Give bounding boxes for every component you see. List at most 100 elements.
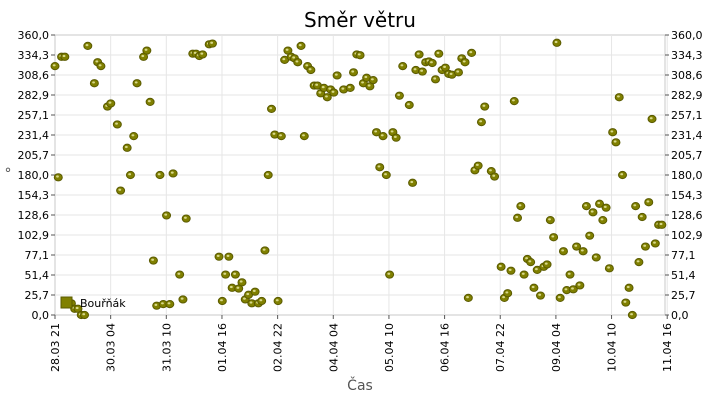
data-point-highlight <box>564 288 568 291</box>
data-point-highlight <box>252 289 256 292</box>
data-point-highlight <box>161 302 164 305</box>
data-point-highlight <box>554 40 558 44</box>
y-tick-label-left: 360,0 <box>18 29 50 42</box>
data-point-highlight <box>361 81 364 84</box>
data-point-highlight <box>603 205 607 208</box>
data-point-highlight <box>184 216 187 219</box>
data-point-highlight <box>305 64 309 67</box>
data-point-highlight <box>584 204 588 207</box>
data-point-highlight <box>226 254 230 257</box>
data-point-highlight <box>377 165 381 168</box>
data-point-highlight <box>630 313 633 316</box>
data-point-highlight <box>282 57 286 61</box>
data-point-highlight <box>128 173 132 176</box>
data-point-highlight <box>52 64 56 67</box>
y-tick-label-left: 282,9 <box>18 89 50 102</box>
data-point-highlight <box>413 68 417 71</box>
data-point-highlight <box>557 295 561 299</box>
y-tick-label-right: 231,4 <box>671 129 703 142</box>
data-point-highlight <box>328 87 332 90</box>
y-tick-label-right: 360,0 <box>671 29 703 42</box>
data-point-highlight <box>620 173 624 176</box>
y-tick-label-right: 282,9 <box>671 89 703 102</box>
chart-title: Směr větru <box>304 8 416 32</box>
data-point-highlight <box>636 260 640 263</box>
data-point-highlight <box>233 272 237 275</box>
data-point-highlight <box>617 95 620 98</box>
x-tick-label: 06.04 16 <box>439 323 452 372</box>
data-point-highlight <box>521 272 525 275</box>
legend: Bouřňák <box>60 296 126 310</box>
data-point-highlight <box>75 306 79 310</box>
data-point-highlight <box>390 130 394 133</box>
data-point-highlight <box>380 134 384 137</box>
data-point-highlight <box>321 85 325 89</box>
data-point-highlight <box>653 241 656 244</box>
axes: 0,0 0,0 25,7 25,7 51,4 51,4 77,1 77,1 102,9 102,9… <box>18 29 703 372</box>
grid <box>54 34 668 316</box>
data-point-highlight <box>95 60 99 63</box>
x-tick-label: 31.03 10 <box>160 323 173 372</box>
data-point-highlight <box>433 77 437 80</box>
y-tick-label-left: 102,9 <box>18 229 50 242</box>
data-point-highlight <box>115 122 118 125</box>
data-point-highlight <box>561 249 565 252</box>
y-tick-label-right: 51,4 <box>671 269 696 282</box>
data-point-highlight <box>416 52 420 55</box>
data-point-highlight <box>397 93 401 96</box>
x-tick-label: 28.03 21 <box>49 323 62 372</box>
data-point-highlight <box>292 56 296 59</box>
data-point-highlight <box>512 99 515 102</box>
y-tick-label-right: 308,6 <box>671 69 703 82</box>
data-point-highlight <box>236 286 240 289</box>
data-point-highlight <box>462 60 466 63</box>
data-point-highlight <box>154 303 158 306</box>
data-point-highlight <box>436 51 440 54</box>
data-point-highlight <box>279 134 282 137</box>
y-tick-label-right: 334,3 <box>671 49 703 62</box>
data-point-highlight <box>367 84 371 87</box>
data-point-highlight <box>131 134 135 137</box>
data-point-highlight <box>144 48 148 51</box>
data-point-highlight <box>646 200 650 203</box>
data-point-highlight <box>200 52 204 55</box>
data-point-highlight <box>659 222 663 226</box>
data-point-highlight <box>134 81 138 84</box>
x-tick-label: 01.04 16 <box>216 323 229 372</box>
y-tick-label-right: 154,3 <box>671 189 703 202</box>
data-point-highlight <box>331 90 335 93</box>
y-tick-label-left: 0,0 <box>32 309 50 322</box>
data-point-highlight <box>410 180 414 184</box>
data-point-highlight <box>275 299 279 302</box>
x-tick-label: 02.04 22 <box>272 323 285 372</box>
data-point-highlight <box>108 101 112 104</box>
data-point-highlight <box>124 145 128 149</box>
data-point-highlight <box>420 69 424 72</box>
data-point-highlight <box>210 41 214 44</box>
x-tick-label: 10.04 10 <box>606 323 619 372</box>
data-point-highlight <box>82 313 86 316</box>
data-point-highlight <box>151 258 155 261</box>
x-tick-label: 30.03 04 <box>105 323 118 372</box>
data-point-highlight <box>607 266 610 269</box>
data-point-highlight <box>469 50 473 54</box>
data-point-highlight <box>548 218 551 221</box>
data-point-highlight <box>357 53 361 56</box>
data-point-highlight <box>92 81 95 84</box>
data-point-highlight <box>590 210 594 213</box>
data-point-highlight <box>393 135 397 138</box>
data-point-highlight <box>364 75 368 79</box>
data-point-highlight <box>528 260 532 263</box>
data-point-highlight <box>308 68 312 71</box>
data-point-highlight <box>449 72 453 75</box>
y-tick-label-right: 25,7 <box>671 289 696 302</box>
data-point-highlight <box>56 175 59 178</box>
data-point-highlight <box>525 257 528 260</box>
data-point-highlight <box>505 291 509 294</box>
data-point-highlight <box>538 293 542 296</box>
data-point-highlight <box>348 85 351 89</box>
data-point-highlight <box>492 174 496 177</box>
x-tick-label: 11.04 16 <box>661 323 674 372</box>
data-point-highlight <box>334 73 338 76</box>
